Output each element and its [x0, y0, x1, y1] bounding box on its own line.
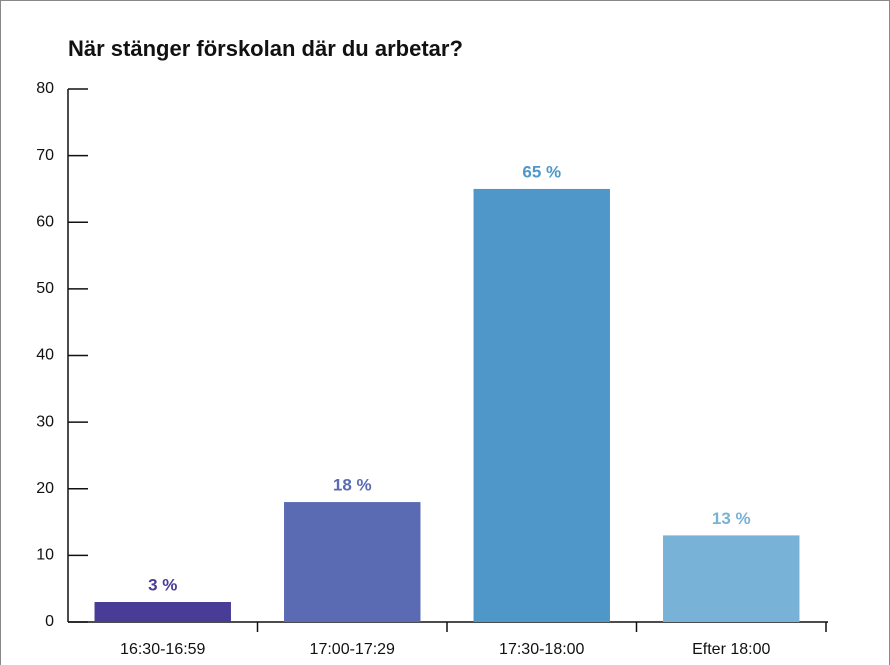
bar	[284, 502, 421, 622]
y-tick-label: 70	[36, 147, 54, 164]
y-tick-label: 0	[45, 613, 54, 630]
x-tick-label: 17:00-17:29	[310, 641, 396, 658]
y-tick-label: 20	[36, 480, 54, 497]
y-tick-label: 50	[36, 280, 54, 297]
chart-title: När stänger förskolan där du arbetar?	[68, 36, 463, 61]
bar	[663, 535, 800, 622]
x-tick-label: 16:30-16:59	[120, 641, 206, 658]
value-label: 13 %	[712, 509, 751, 528]
bar	[94, 602, 231, 622]
y-tick-label: 40	[36, 347, 54, 364]
value-label: 3 %	[148, 575, 177, 594]
x-tick-label: Efter 18:00	[692, 641, 770, 658]
y-tick-label: 60	[36, 213, 54, 230]
bar	[473, 188, 610, 622]
y-tick-label: 80	[36, 80, 54, 97]
x-tick-label: 17:30-18:00	[499, 641, 585, 658]
value-label: 65 %	[522, 162, 561, 181]
y-tick-label: 10	[36, 547, 54, 564]
value-label: 18 %	[333, 476, 372, 495]
y-tick-label: 30	[36, 413, 54, 430]
